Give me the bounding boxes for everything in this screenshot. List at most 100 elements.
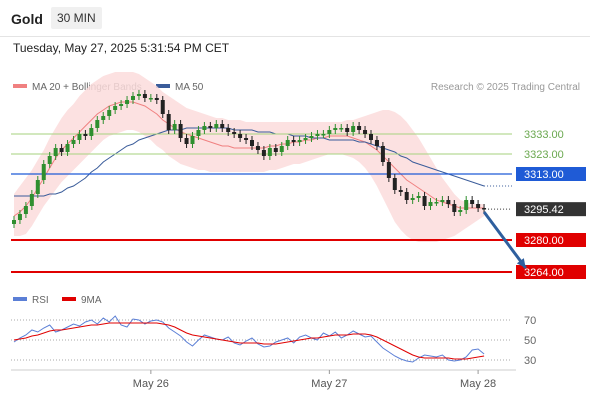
last-price-tag (516, 202, 586, 217)
candle-body (214, 124, 219, 128)
rsi-line (13, 315, 485, 363)
candle-body (369, 134, 373, 140)
candle-body (113, 106, 118, 110)
candle-body (95, 120, 100, 128)
rsi-tick-label: 30 (524, 355, 536, 367)
candle-body (428, 202, 433, 206)
candle-body (244, 138, 249, 140)
candle-body (172, 124, 177, 130)
candle-body (392, 178, 397, 190)
support-level-label: 3264.00 (524, 267, 564, 279)
bollinger-legend-label: MA 20 + Bollinger Bands (32, 82, 142, 93)
price-plot-area: 3333.00 3323.00 3313.00 3280.00 3264.00 3295.… (11, 72, 586, 279)
support-level-label: 3280.00 (524, 235, 564, 247)
candle-body (190, 136, 195, 144)
candle-body (59, 148, 64, 152)
rsi-tick-label: 50 (524, 335, 536, 347)
candle-body (476, 204, 481, 208)
candle-body (29, 194, 34, 206)
candle-body (53, 148, 58, 156)
candle-body (309, 136, 314, 138)
candle-body (386, 162, 391, 178)
candle-body (398, 190, 403, 192)
instrument-title: Gold (11, 11, 43, 27)
candle-body (166, 114, 171, 130)
candle-body (71, 140, 76, 144)
rsi-ma-legend-label: 9MA (81, 295, 102, 306)
candle-body (101, 116, 106, 120)
candle-body (345, 128, 350, 132)
rsi-ma-legend-swatch (62, 297, 76, 301)
candle-body (357, 126, 362, 130)
candle-body (89, 128, 94, 136)
bollinger-band-fill (14, 72, 485, 242)
candle-body (238, 134, 243, 138)
ma50-legend-label: MA 50 (175, 82, 204, 93)
candle-body (410, 198, 415, 200)
candle-body (119, 104, 124, 106)
candle-body (267, 148, 272, 156)
candle-body (232, 132, 237, 134)
candle-body (136, 94, 141, 96)
candle-body (446, 200, 451, 204)
resistance-level-label: 3333.00 (524, 129, 564, 141)
candle-body (297, 140, 302, 142)
candle-body (202, 126, 207, 130)
candle-body (142, 94, 147, 98)
candle-body (470, 200, 475, 204)
candles (12, 90, 487, 228)
ma50-line (14, 127, 485, 197)
candle-body (107, 110, 112, 116)
candle-body (285, 140, 290, 146)
candle-body (160, 100, 165, 114)
candle-body (220, 124, 225, 128)
candle-body (47, 156, 52, 164)
x-tick-label: May 28 (460, 378, 496, 390)
candle-body (452, 204, 457, 212)
candle-body (279, 146, 284, 152)
pivot-level-label: 3313.00 (524, 169, 564, 181)
candle-body (35, 180, 40, 194)
candle-body (380, 146, 385, 162)
candle-body (404, 192, 409, 200)
candle-body (482, 208, 487, 210)
candle-body (321, 134, 326, 136)
support-level-tag (516, 233, 586, 247)
resistance-level-label: 3323.00 (524, 149, 564, 161)
candle-body (261, 150, 266, 156)
candle-body (374, 140, 379, 146)
forecast-arrow-head (516, 258, 526, 268)
x-axis: May 26 May 27 May 28 (133, 370, 496, 390)
bollinger-legend-swatch (13, 84, 27, 88)
rsi-legend-swatch (13, 297, 27, 301)
rsi-ma-line (13, 322, 485, 360)
timeframe-button[interactable]: 30 MIN (51, 7, 102, 29)
candle-body (464, 200, 469, 210)
rsi-plot-area: 70 50 30 (11, 315, 536, 367)
ma20-line (13, 101, 485, 217)
candle-body (12, 220, 16, 224)
candle-body (291, 140, 296, 142)
x-tick-label: May 26 (133, 378, 169, 390)
candle-body (327, 130, 332, 134)
candle-body (458, 210, 463, 212)
candle-body (333, 128, 338, 130)
candle-body (250, 140, 254, 146)
candle-body (17, 214, 22, 220)
candle-body (434, 202, 439, 204)
support-level-tag (516, 265, 586, 279)
candle-body (303, 138, 308, 140)
timestamp: Tuesday, May 27, 2025 5:31:54 PM CET (13, 41, 230, 55)
candle-body (363, 130, 368, 134)
candle-body (178, 124, 183, 138)
pivot-level-tag (516, 167, 586, 181)
last-price-label: 3295.42 (524, 204, 564, 216)
candle-body (422, 196, 427, 206)
rsi-tick-label: 70 (524, 315, 536, 327)
credit-text: Research © 2025 Trading Central (431, 82, 580, 93)
candle-body (226, 128, 231, 132)
x-tick-label: May 27 (311, 378, 347, 390)
candle-body (339, 128, 344, 130)
candle-body (416, 196, 421, 198)
candle-body (255, 146, 260, 150)
